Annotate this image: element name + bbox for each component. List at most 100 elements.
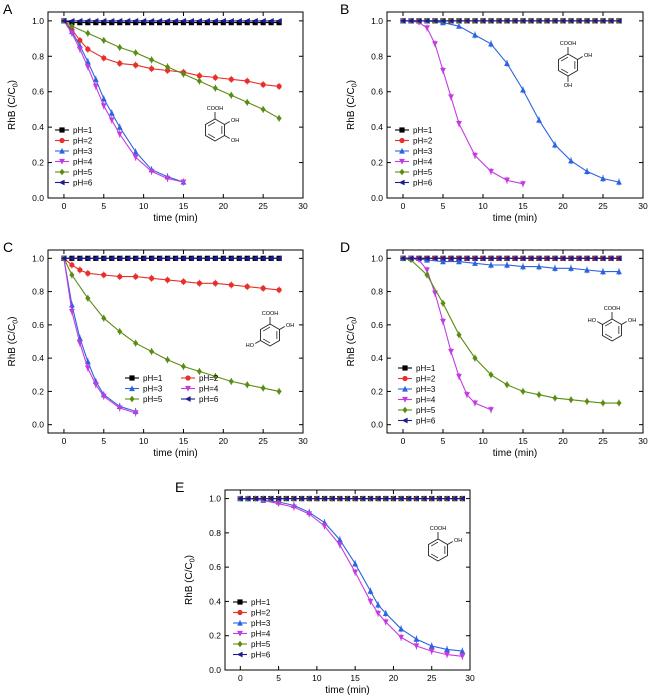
data-point bbox=[196, 73, 203, 79]
data-point bbox=[69, 262, 75, 268]
legend-item: pH=2 bbox=[233, 609, 271, 618]
data-point bbox=[148, 66, 155, 72]
data-point bbox=[413, 636, 420, 642]
oh-label: OH bbox=[564, 83, 572, 89]
data-point bbox=[141, 20, 147, 26]
data-point bbox=[275, 495, 282, 502]
data-point bbox=[85, 20, 91, 26]
data-point bbox=[69, 30, 75, 37]
legend-marker bbox=[59, 168, 65, 176]
data-point bbox=[93, 20, 99, 26]
data-point bbox=[600, 399, 606, 407]
x-tick-label: 0 bbox=[401, 201, 406, 211]
data-point bbox=[439, 17, 446, 24]
data-point bbox=[244, 284, 250, 290]
double-bond bbox=[430, 541, 439, 547]
y-tick-label: 1.0 bbox=[209, 494, 221, 504]
data-point bbox=[615, 255, 622, 262]
data-point bbox=[431, 17, 438, 24]
series-line bbox=[63, 20, 184, 183]
oh-label: HO bbox=[588, 318, 597, 324]
data-point bbox=[117, 60, 123, 66]
legend-item: pH=3 bbox=[233, 619, 271, 628]
y-tick-label: 1.0 bbox=[32, 16, 44, 26]
double-bond bbox=[604, 333, 613, 339]
y-tick-label: 0.4 bbox=[32, 122, 44, 132]
series-ph6 bbox=[399, 255, 622, 262]
data-point bbox=[180, 70, 187, 78]
x-tick-label: 30 bbox=[638, 436, 648, 446]
legend-label: pH=1 bbox=[251, 598, 271, 607]
data-point bbox=[133, 62, 139, 68]
data-point bbox=[424, 25, 430, 32]
data-point bbox=[424, 271, 430, 279]
data-point bbox=[382, 610, 389, 617]
data-point bbox=[260, 495, 266, 502]
data-point bbox=[276, 287, 282, 293]
oh-label: OH bbox=[286, 323, 294, 329]
legend-item: pH=3 bbox=[395, 147, 433, 156]
data-point bbox=[551, 17, 558, 24]
data-point bbox=[236, 17, 242, 24]
data-point bbox=[156, 255, 163, 262]
data-point bbox=[84, 255, 91, 262]
data-point bbox=[520, 181, 526, 187]
oh-label: HO bbox=[246, 343, 255, 349]
bond bbox=[224, 121, 230, 125]
data-point bbox=[407, 17, 414, 24]
data-point bbox=[84, 17, 91, 24]
data-point bbox=[180, 20, 187, 26]
molecule-structure: COOH OH OH bbox=[205, 106, 239, 144]
data-point bbox=[60, 255, 67, 262]
data-point bbox=[583, 255, 590, 262]
data-point bbox=[321, 523, 328, 530]
y-tick-label: 0.2 bbox=[32, 386, 44, 396]
molecule-structure: COOH HO OH bbox=[588, 306, 636, 342]
data-point bbox=[117, 328, 123, 335]
legend-marker bbox=[399, 158, 405, 165]
data-point bbox=[244, 20, 250, 26]
legend-item: pH=5 bbox=[55, 168, 93, 177]
data-point bbox=[336, 542, 343, 548]
series-line bbox=[63, 258, 280, 392]
data-point bbox=[456, 373, 462, 380]
data-point bbox=[228, 378, 234, 385]
data-point bbox=[398, 625, 404, 632]
y-tick-label: 0.4 bbox=[371, 353, 383, 363]
data-point bbox=[275, 17, 282, 24]
data-point bbox=[616, 399, 622, 407]
data-point bbox=[599, 255, 606, 262]
y-axis-label-subscript: 0 bbox=[190, 558, 197, 562]
data-point bbox=[252, 255, 258, 262]
data-point bbox=[116, 405, 123, 412]
data-point bbox=[520, 86, 526, 93]
data-point bbox=[276, 115, 282, 122]
x-tick-label: 15 bbox=[518, 436, 528, 446]
y-axis-label: RhB (C/C0) bbox=[346, 316, 359, 366]
data-point bbox=[69, 308, 75, 315]
chart-panel-a: A 0 5 10 15 20 25 30 0.0 0.2 0.4 0.6 0.8 1.0 time (min… bbox=[3, 1, 308, 224]
data-point bbox=[228, 76, 234, 82]
data-point bbox=[440, 258, 446, 265]
data-point bbox=[244, 78, 250, 84]
data-point bbox=[519, 17, 526, 24]
data-point bbox=[180, 179, 187, 186]
data-point bbox=[148, 255, 155, 262]
legend-label: pH=3 bbox=[416, 385, 436, 394]
data-point bbox=[116, 124, 123, 130]
data-point bbox=[520, 388, 526, 395]
data-point bbox=[164, 175, 171, 182]
legend-label: pH=4 bbox=[251, 630, 271, 639]
y-tick-label: 0.6 bbox=[371, 87, 383, 97]
oh-label: OH bbox=[628, 318, 636, 324]
legend-marker bbox=[399, 168, 405, 176]
data-point bbox=[584, 168, 590, 175]
panel-label: E bbox=[175, 479, 184, 495]
data-point bbox=[479, 17, 486, 24]
x-tick-label: 10 bbox=[478, 436, 488, 446]
data-point bbox=[77, 37, 83, 43]
data-point bbox=[69, 271, 75, 279]
legend-item: pH=1 bbox=[398, 364, 436, 373]
data-point bbox=[616, 178, 622, 185]
double-bond bbox=[560, 56, 569, 62]
